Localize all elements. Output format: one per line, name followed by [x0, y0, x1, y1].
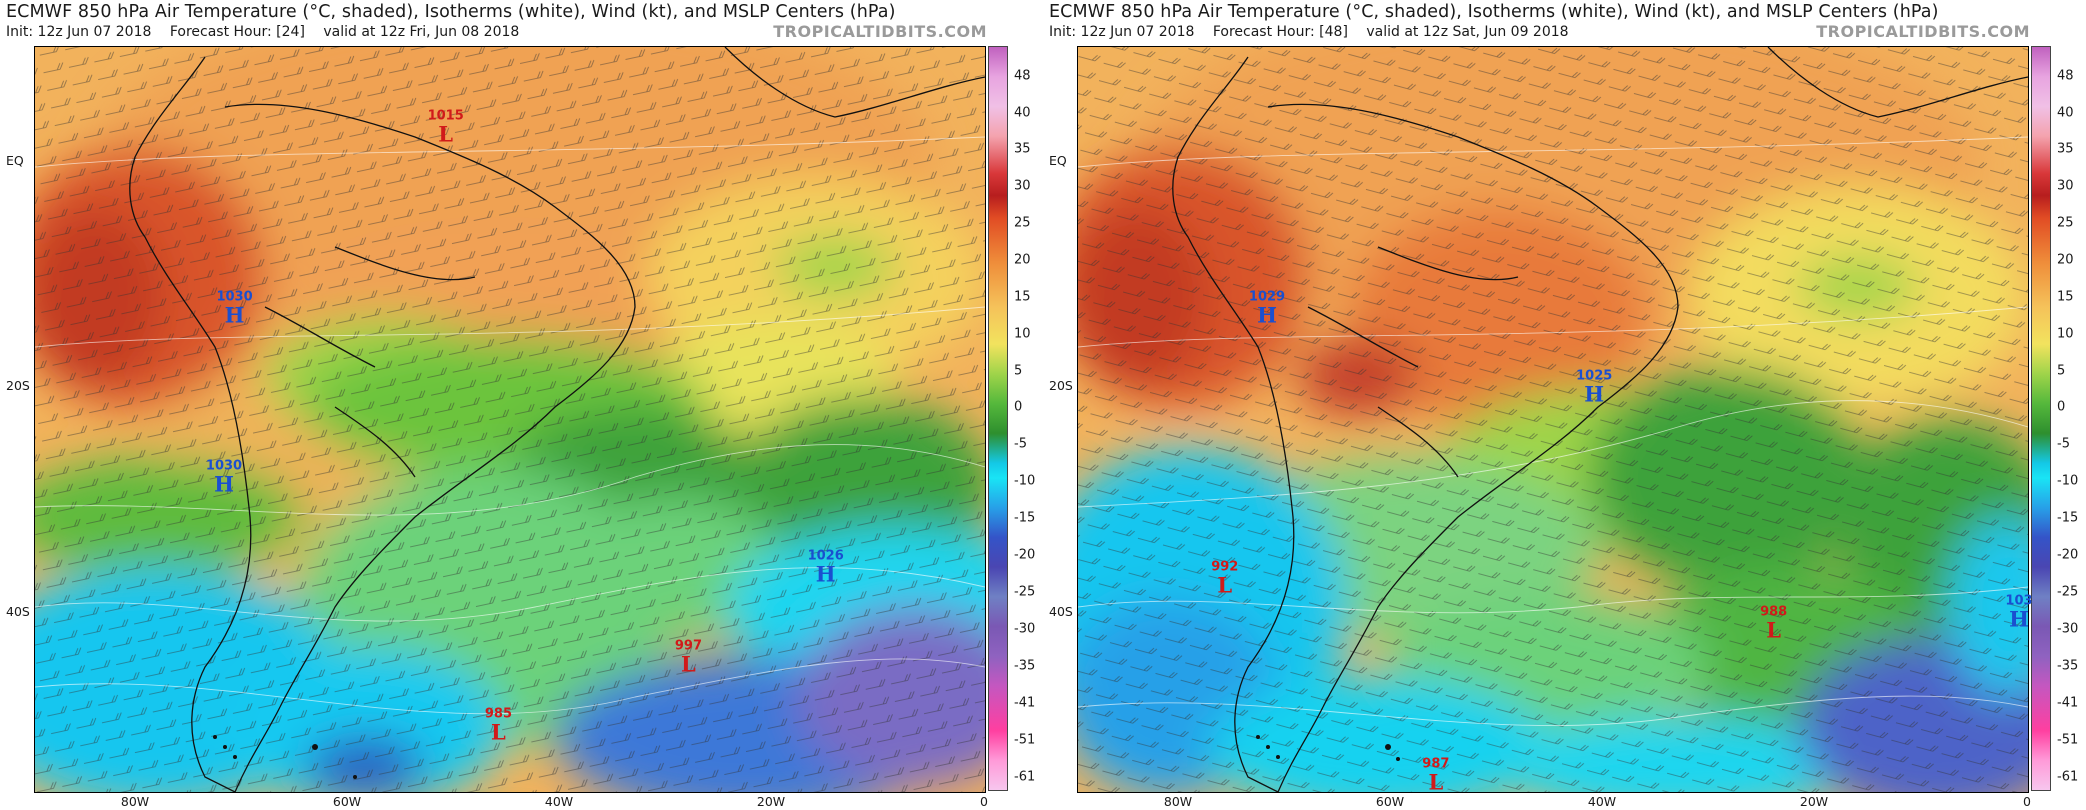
lat-label-20s: 20S	[6, 378, 30, 393]
colorbar-tick: 15	[1014, 289, 1031, 305]
colorbar-tick: -35	[2057, 658, 2079, 674]
lon-label-60w: 60W	[332, 794, 362, 809]
colorbar-tick: 30	[1014, 178, 1031, 194]
colorbar-tick: -41	[2057, 695, 2079, 711]
lat-label-eq: EQ	[6, 153, 24, 168]
colorbar-tick: 30	[2057, 178, 2074, 194]
colorbar-tick: 10	[1014, 326, 1031, 342]
map-title: ECMWF 850 hPa Air Temperature (°C, shade…	[1049, 2, 1939, 22]
pressure-center: 1030 H	[216, 289, 253, 328]
lat-label-40s: 40S	[6, 604, 30, 619]
pressure-center: 1025 H	[1576, 368, 1613, 406]
temperature-map	[1077, 46, 2029, 793]
colorbar-tick: 10	[2057, 326, 2074, 342]
forecast-panel-24h: ECMWF 850 hPa Air Temperature (°C, shade…	[6, 2, 1036, 809]
lon-label-60w: 60W	[1375, 794, 1405, 809]
lon-label-20w: 20W	[756, 794, 786, 809]
pressure-center: 1015 L	[427, 108, 464, 147]
colorbar-tick: 20	[2057, 252, 2074, 268]
colorbar-tick: -30	[2057, 621, 2079, 637]
colorbar-tick: -25	[1014, 584, 1036, 600]
colorbar-tick: -20	[1014, 547, 1036, 563]
map-title: ECMWF 850 hPa Air Temperature (°C, shade…	[6, 2, 896, 22]
colorbar-tick: -61	[2057, 769, 2079, 785]
map-field	[35, 47, 985, 792]
colorbar-tick: -30	[1014, 621, 1036, 637]
pressure-center: 997 L	[674, 638, 703, 677]
forecast-hour: Forecast Hour: [48]	[1212, 24, 1348, 40]
pressure-center: 1029 H	[1248, 289, 1286, 328]
lon-label-80w: 80W	[1163, 794, 1193, 809]
colorbar-tick: 25	[1014, 215, 1031, 231]
brand-watermark: TROPICALTIDBITS.COM	[1816, 22, 2030, 41]
colorbar-tick: -61	[1014, 769, 1036, 785]
colorbar-tick: -51	[2057, 732, 2079, 748]
valid-time: valid at 12z Fri, Jun 08 2018	[323, 24, 520, 40]
colorbar-tick: -5	[1014, 436, 1027, 452]
colorbar-tick: 5	[2057, 363, 2066, 379]
pressure-center: 1026 H	[807, 548, 844, 587]
colorbar-tick: -35	[1014, 658, 1036, 674]
valid-time: valid at 12z Sat, Jun 09 2018	[1366, 24, 1569, 40]
map-subtitle: Init: 12z Jun 07 2018 Forecast Hour: [24…	[6, 24, 533, 40]
colorbar-tick: -20	[2057, 547, 2079, 563]
colorbar-tick: -10	[2057, 473, 2079, 489]
brand-watermark: TROPICALTIDBITS.COM	[773, 22, 987, 41]
pressure-center: 992 L	[1211, 559, 1239, 598]
lat-label-20s: 20S	[1049, 378, 1073, 393]
colorbar-tick: -15	[1014, 510, 1036, 526]
colorbar-tick: 20	[1014, 252, 1031, 268]
colorbar-tick: -51	[1014, 732, 1036, 748]
lat-label-40s: 40S	[1049, 604, 1073, 619]
lon-label-0: 0	[2023, 794, 2031, 809]
pressure-center: 987 L	[1422, 756, 1450, 795]
init-time: Init: 12z Jun 07 2018	[1049, 24, 1195, 40]
init-time: Init: 12z Jun 07 2018	[6, 24, 152, 40]
pressure-center: 985 L	[484, 706, 513, 745]
colorbar-tick: 35	[2057, 141, 2074, 157]
map-subtitle: Init: 12z Jun 07 2018 Forecast Hour: [48…	[1049, 24, 1583, 40]
lon-label-40w: 40W	[544, 794, 574, 809]
lon-label-0: 0	[980, 794, 988, 809]
colorbar-tick: 15	[2057, 289, 2074, 305]
lat-label-eq: EQ	[1049, 153, 1067, 168]
colorbar	[988, 46, 1008, 791]
colorbar-tick: -15	[2057, 510, 2079, 526]
colorbar-tick: 40	[1014, 105, 1031, 121]
map-field	[1078, 47, 2028, 792]
forecast-panel-48h: ECMWF 850 hPa Air Temperature (°C, shade…	[1043, 0, 2086, 810]
colorbar-tick: 25	[2057, 215, 2074, 231]
colorbar-tick: 48	[2057, 68, 2074, 84]
pressure-center: 988 L	[1760, 604, 1788, 643]
colorbar-tick: 0	[1014, 399, 1023, 415]
pressure-center: 1030 H	[205, 458, 243, 497]
colorbar-tick: -10	[1014, 473, 1036, 489]
colorbar-tick: 5	[1014, 363, 1023, 379]
colorbar-tick: -5	[2057, 436, 2070, 452]
lon-label-40w: 40W	[1587, 794, 1617, 809]
colorbar-tick: -25	[2057, 584, 2079, 600]
lon-label-80w: 80W	[120, 794, 150, 809]
forecast-hour: Forecast Hour: [24]	[169, 24, 305, 40]
lon-label-20w: 20W	[1799, 794, 1829, 809]
pressure-center: 103 H	[2005, 593, 2033, 632]
colorbar-tick: 48	[1014, 68, 1031, 84]
colorbar-tick: 40	[2057, 105, 2074, 121]
colorbar-tick: -41	[1014, 695, 1036, 711]
temperature-map	[34, 46, 986, 793]
colorbar-tick: 0	[2057, 399, 2066, 415]
colorbar-tick: 35	[1014, 141, 1031, 157]
colorbar	[2031, 46, 2051, 791]
